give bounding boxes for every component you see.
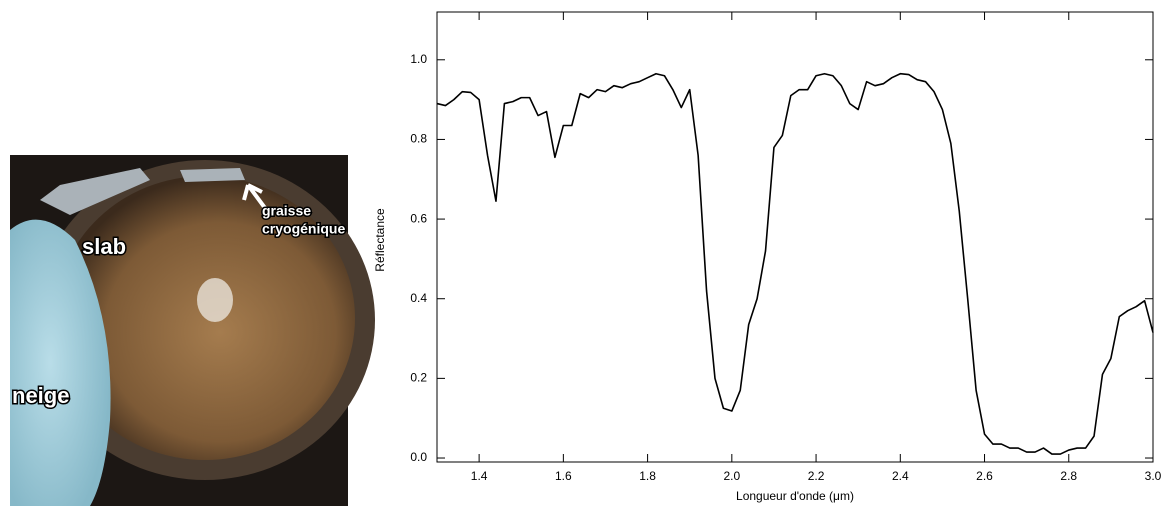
y-tick-label: 0.6 xyxy=(410,211,427,225)
arrow xyxy=(242,183,267,210)
x-tick-label: 2.8 xyxy=(1060,469,1077,483)
y-tick-label: 0.4 xyxy=(410,291,427,305)
x-axis-label: Longueur d'onde (μm) xyxy=(736,489,854,503)
x-tick-label: 1.4 xyxy=(471,469,488,483)
photo xyxy=(10,155,375,507)
x-tick-label: 1.6 xyxy=(555,469,572,483)
grease xyxy=(180,168,245,182)
y-tick-label: 1.0 xyxy=(410,52,427,66)
x-tick-label: 1.8 xyxy=(639,469,656,483)
snow xyxy=(10,219,111,507)
y-tick-label: 0.0 xyxy=(410,450,427,464)
x-tick-label: 2.2 xyxy=(808,469,825,483)
x-tick-label: 2.0 xyxy=(723,469,740,483)
x-tick-label: 2.6 xyxy=(976,469,993,483)
x-tick-label: 2.4 xyxy=(892,469,909,483)
reflection xyxy=(197,278,233,322)
photo-label: graisse xyxy=(262,203,311,219)
grease xyxy=(40,168,150,215)
photo-label: cryogénique xyxy=(262,221,345,237)
photo-label: slab xyxy=(82,234,126,259)
x-tick-label: 3.0 xyxy=(1145,469,1162,483)
plot-frame xyxy=(436,11,1154,463)
spectrum-line xyxy=(436,72,1154,455)
y-tick-label: 0.8 xyxy=(410,132,427,146)
y-axis-label: Réflectance xyxy=(373,208,387,272)
y-tick-label: 0.2 xyxy=(410,371,427,385)
photo-label: neige xyxy=(12,383,69,408)
